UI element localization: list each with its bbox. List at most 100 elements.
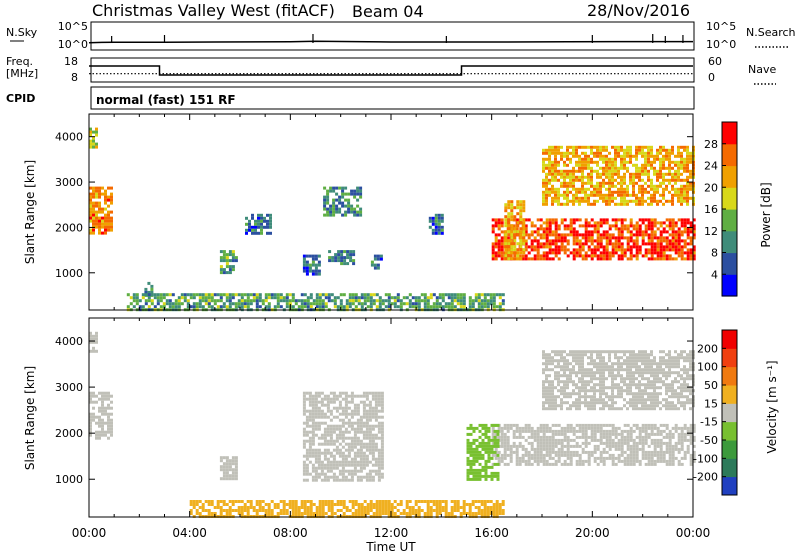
heatmap-cell [578, 155, 581, 158]
heatmap-cell [366, 455, 369, 458]
heatmap-cell [510, 460, 513, 463]
heatmap-cell [232, 268, 235, 271]
heatmap-cell [369, 419, 372, 422]
heatmap-cell [92, 338, 95, 341]
heatmap-cell [381, 452, 384, 455]
heatmap-cell [363, 413, 366, 416]
heatmap-cell [354, 443, 357, 446]
heatmap-cell [92, 416, 95, 419]
heatmap-cell [620, 194, 623, 197]
heatmap-cell [687, 230, 690, 233]
heatmap-cell [295, 302, 298, 305]
heatmap-cell [309, 404, 312, 407]
heatmap-cell [107, 392, 110, 395]
heatmap-cell [617, 392, 620, 395]
heatmap-cell [487, 302, 490, 305]
heatmap-cell [648, 463, 651, 466]
heatmap-cell [557, 404, 560, 407]
heatmap-cell [247, 302, 250, 305]
heatmap-cell [482, 439, 485, 442]
heatmap-cell [507, 436, 510, 439]
heatmap-cell [566, 185, 569, 188]
heatmap-cell [473, 460, 476, 463]
heatmap-cell [220, 271, 223, 274]
heatmap-cell [330, 455, 333, 458]
heatmap-cell [504, 239, 507, 242]
heatmap-cell [336, 407, 339, 410]
heatmap-cell [650, 359, 653, 362]
heatmap-cell [327, 443, 330, 446]
heatmap-cell [545, 149, 548, 152]
heatmap-cell [551, 179, 554, 182]
heatmap-cell [603, 463, 606, 466]
heatmap-cell [352, 250, 355, 253]
heatmap-cell [92, 407, 95, 410]
heatmap-cell [504, 218, 507, 221]
heatmap-cell [564, 463, 567, 466]
heatmap-cell [325, 305, 328, 308]
heatmap-cell [318, 476, 321, 479]
heatmap-cell [594, 230, 597, 233]
heatmap-cell [516, 233, 519, 236]
heatmap-cell [612, 445, 615, 448]
heatmap-cell [98, 416, 101, 419]
heatmap-cell [596, 200, 599, 203]
heatmap-cell [232, 253, 235, 256]
heatmap-cell [208, 503, 211, 506]
heatmap-cell [596, 152, 599, 155]
heatmap-cell [339, 443, 342, 446]
heatmap-cell [485, 469, 488, 472]
heatmap-cell [639, 448, 642, 451]
heatmap-cell [98, 422, 101, 425]
heatmap-cell [641, 200, 644, 203]
heatmap-cell [633, 439, 636, 442]
heatmap-cell [605, 176, 608, 179]
heatmap-cell [626, 374, 629, 377]
heatmap-cell [635, 176, 638, 179]
heatmap-cell [92, 202, 95, 205]
heatmap-cell [220, 477, 223, 480]
heatmap-cell [341, 202, 344, 205]
heatmap-cell [318, 455, 321, 458]
heatmap-cell [678, 254, 681, 257]
heatmap-cell [310, 296, 313, 299]
heatmap-cell [657, 445, 660, 448]
heatmap-cell [602, 374, 605, 377]
heatmap-cell [690, 254, 693, 257]
heatmap-cell [528, 430, 531, 433]
heatmap-cell [473, 430, 476, 433]
heatmap-cell [558, 457, 561, 460]
heatmap-cell [324, 443, 327, 446]
heatmap-cell [575, 398, 578, 401]
heatmap-cell [644, 191, 647, 194]
heatmap-cell [366, 476, 369, 479]
heatmap-cell [632, 173, 635, 176]
heatmap-cell [689, 155, 692, 158]
heatmap-cell [686, 158, 689, 161]
heatmap-cell [301, 305, 304, 308]
heatmap-cell [335, 193, 338, 196]
heatmap-cell [632, 377, 635, 380]
heatmap-cell [681, 257, 684, 260]
heatmap-cell [211, 293, 214, 296]
heatmap-cell [639, 251, 642, 254]
heatmap-cell [585, 254, 588, 257]
heatmap-cell [492, 427, 495, 430]
heatmap-cell [629, 176, 632, 179]
heatmap-cell [510, 257, 513, 260]
heatmap-cell [498, 239, 501, 242]
heatmap-cell [638, 167, 641, 170]
heatmap-cell [611, 368, 614, 371]
heatmap-cell [546, 233, 549, 236]
heatmap-cell [277, 302, 280, 305]
heatmap-cell [303, 434, 306, 437]
heatmap-cell [671, 176, 674, 179]
heatmap-cell [341, 190, 344, 193]
heatmap-cell [638, 146, 641, 149]
heatmap-cell [549, 245, 552, 248]
heatmap-cell [648, 221, 651, 224]
heatmap-cell [232, 302, 235, 305]
heatmap-cell [347, 208, 350, 211]
heatmap-cell [476, 445, 479, 448]
heatmap-cell [611, 182, 614, 185]
